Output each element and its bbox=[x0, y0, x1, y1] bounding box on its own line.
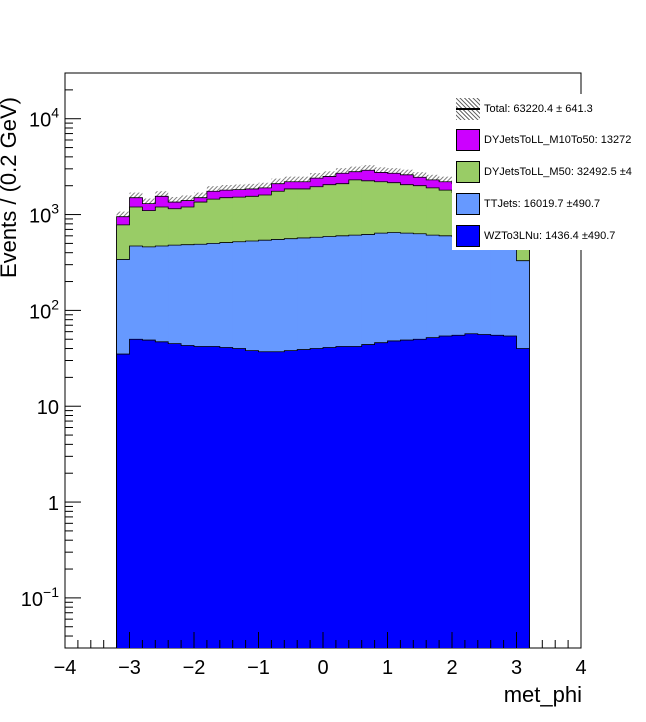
bar-wzto3lnu bbox=[310, 348, 324, 648]
legend-label-total: Total: 63220.4 ± 641.3 bbox=[484, 103, 593, 115]
bar-wzto3lnu bbox=[219, 347, 234, 648]
y-tick-label: 1 bbox=[48, 493, 59, 515]
histogram-bars bbox=[116, 165, 530, 649]
outline-wzto3lnu bbox=[116, 333, 530, 648]
bar-wzto3lnu bbox=[116, 354, 130, 648]
x-tick-label: 0 bbox=[317, 657, 328, 679]
bar-wzto3lnu bbox=[490, 335, 504, 648]
x-tick-label: −2 bbox=[183, 657, 206, 679]
bar-wzto3lnu bbox=[284, 350, 298, 648]
y-tick-label: 102 bbox=[29, 296, 59, 323]
bar-wzto3lnu bbox=[245, 350, 259, 648]
x-tick-label: 1 bbox=[382, 657, 393, 679]
legend-entry-wzto3lnu: WZTo3LNu: 1436.4 ±490.7 bbox=[456, 224, 615, 248]
bar-wzto3lnu bbox=[516, 348, 530, 648]
legend-label-dyjets-m50: DYJetsToLL_M50: 32492.5 ±4 bbox=[484, 166, 632, 178]
legend-label-dyjets-m10to50: DYJetsToLL_M10To50: 13272 bbox=[484, 134, 632, 146]
bar-wzto3lnu bbox=[464, 333, 479, 648]
bar-wzto3lnu bbox=[168, 343, 182, 648]
legend-entry-dyjets-m10to50: DYJetsToLL_M10To50: 13272 bbox=[456, 128, 631, 152]
legend-swatch-dyjets-m10to50 bbox=[456, 129, 480, 151]
bar-wzto3lnu bbox=[142, 340, 156, 648]
y-tick-label: 103 bbox=[29, 201, 59, 228]
x-tick-label: −3 bbox=[118, 657, 141, 679]
legend-entry-ttjets: TTJets: 16019.7 ±490.7 bbox=[456, 192, 600, 216]
bar-wzto3lnu bbox=[387, 340, 401, 648]
x-tick-label: 3 bbox=[511, 657, 522, 679]
bar-wzto3lnu bbox=[323, 347, 337, 648]
bar-wzto3lnu bbox=[452, 335, 466, 648]
bar-wzto3lnu bbox=[258, 351, 272, 648]
y-tick-label: 104 bbox=[29, 105, 59, 132]
legend-label-ttjets: TTJets: 16019.7 ±490.7 bbox=[484, 198, 601, 210]
y-tick-label: 10−1 bbox=[21, 584, 59, 611]
x-axis-title: met_phi bbox=[503, 682, 582, 707]
legend-entry-total: Total: 63220.4 ± 641.3 bbox=[456, 97, 593, 121]
bar-wzto3lnu bbox=[374, 342, 388, 648]
x-tick-label: −4 bbox=[54, 657, 77, 679]
bar-wzto3lnu bbox=[477, 334, 492, 648]
bar-wzto3lnu bbox=[439, 336, 453, 648]
bar-wzto3lnu bbox=[194, 346, 208, 648]
bar-wzto3lnu bbox=[503, 336, 517, 648]
legend-label-wzto3lnu: WZTo3LNu: 1436.4 ±490.7 bbox=[484, 230, 616, 242]
legend-swatch-ttjets bbox=[456, 193, 480, 215]
legend-swatch-dyjets-m50 bbox=[456, 161, 480, 183]
bar-wzto3lnu bbox=[361, 344, 375, 648]
bar-wzto3lnu bbox=[271, 351, 285, 648]
bar-wzto3lnu bbox=[181, 345, 195, 648]
bar-wzto3lnu bbox=[335, 346, 350, 648]
bar-wzto3lnu bbox=[155, 341, 169, 648]
legend-entry-dyjets-m50: DYJetsToLL_M50: 32492.5 ±4 bbox=[456, 160, 632, 184]
bar-wzto3lnu bbox=[400, 340, 414, 648]
bar-wzto3lnu bbox=[206, 346, 221, 648]
y-axis-title: Events / (0.2 GeV) bbox=[0, 97, 21, 278]
axes: −4 −3 −2 −1 0 1 2 3 4 10−1 1 10 102 103 104 bbox=[21, 72, 587, 679]
legend-total-swatch bbox=[456, 98, 480, 120]
x-tick-label: 2 bbox=[446, 657, 457, 679]
bar-wzto3lnu bbox=[297, 349, 311, 648]
x-tick-label: 4 bbox=[575, 657, 586, 679]
bar-wzto3lnu bbox=[426, 337, 440, 648]
bar-wzto3lnu bbox=[413, 339, 427, 648]
bar-wzto3lnu bbox=[129, 339, 143, 648]
bar-wzto3lnu bbox=[232, 348, 246, 648]
bar-wzto3lnu bbox=[348, 346, 363, 648]
y-tick-label: 10 bbox=[37, 397, 59, 419]
legend-swatch-wzto3lnu bbox=[456, 225, 480, 247]
legend: Total: 63220.4 ± 641.3 DYJetsToLL_M10To5… bbox=[452, 94, 646, 250]
x-tick-label: −1 bbox=[247, 657, 270, 679]
